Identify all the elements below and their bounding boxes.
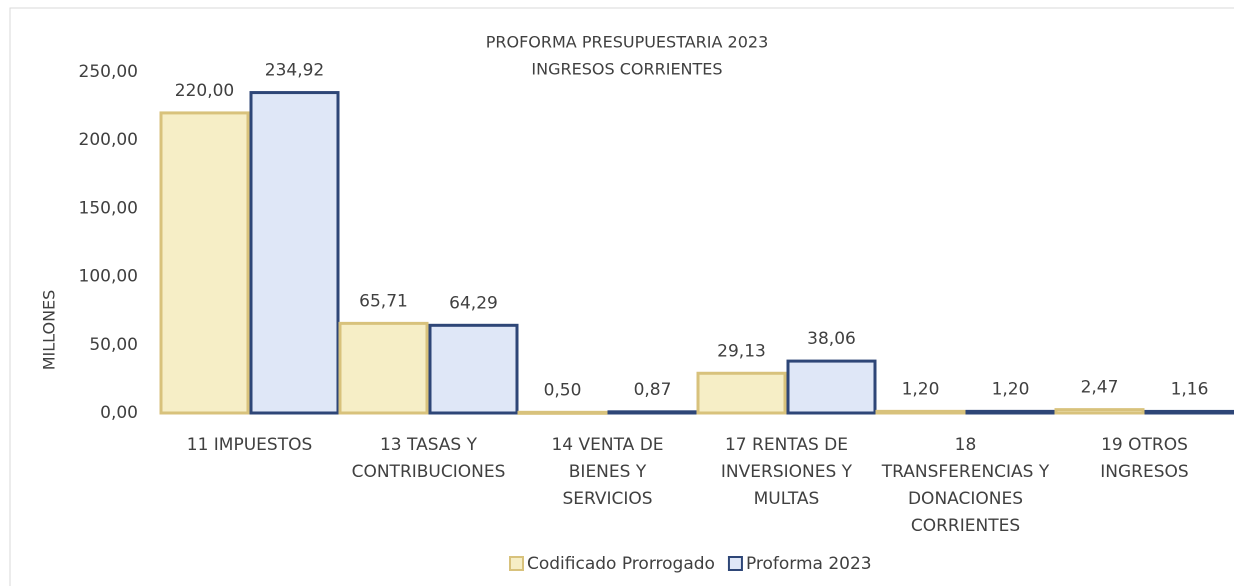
legend-label: Proforma 2023	[746, 554, 872, 574]
x-tick-label: 13 TASAS Y CONTRIBUCIONES	[351, 435, 506, 482]
y-tick-label: 0,00	[100, 403, 138, 423]
bar	[338, 321, 429, 415]
y-tick-label: 50,00	[89, 335, 138, 355]
bar	[249, 91, 340, 415]
data-label: 64,29	[449, 293, 498, 313]
data-label: 220,00	[175, 81, 234, 101]
chart-subtitle: INGRESOS CORRIENTES	[531, 60, 722, 79]
data-label: 1,20	[902, 379, 940, 399]
x-tick-label: 11 IMPUESTOS	[186, 435, 313, 455]
bar	[1144, 409, 1234, 415]
chart-title: PROFORMA PRESUPUESTARIA 2023	[486, 33, 769, 52]
data-label: 1,16	[1171, 379, 1209, 399]
bar	[517, 410, 608, 415]
x-tick-label: 19 OTROS INGRESOS	[1100, 435, 1189, 482]
data-label: 38,06	[807, 329, 856, 349]
y-tick-label: 250,00	[79, 62, 138, 82]
data-label: 2,47	[1081, 378, 1119, 398]
data-label: 65,71	[359, 291, 408, 311]
legend-swatch	[509, 556, 524, 571]
data-label: 0,50	[544, 380, 582, 400]
data-label: 29,13	[717, 341, 766, 361]
y-tick-label: 200,00	[79, 130, 138, 150]
data-label: 1,20	[992, 379, 1030, 399]
x-tick-label: 18 TRANSFERENCIAS Y DONACIONES CORRIENTE…	[881, 435, 1050, 536]
x-tick-label: 17 RENTAS DE INVERSIONES Y MULTAS	[720, 435, 853, 509]
bar	[696, 371, 787, 415]
bar	[965, 409, 1056, 415]
y-axis-label: MILLONES	[40, 290, 59, 371]
data-label: 234,92	[265, 61, 324, 81]
bar	[875, 409, 966, 415]
bar	[607, 410, 698, 415]
bar	[428, 323, 519, 415]
y-tick-label: 150,00	[79, 198, 138, 218]
y-tick-label: 100,00	[79, 267, 138, 287]
legend-label: Codificado Prorrogado	[527, 554, 715, 574]
legend-swatch	[727, 556, 743, 571]
chart-frame	[9, 7, 1234, 586]
bar	[159, 111, 250, 415]
data-label: 0,87	[634, 380, 672, 400]
bar	[1054, 408, 1145, 415]
x-tick-label: 14 VENTA DE BIENES Y SERVICIOS	[551, 435, 664, 509]
bar	[786, 359, 877, 415]
